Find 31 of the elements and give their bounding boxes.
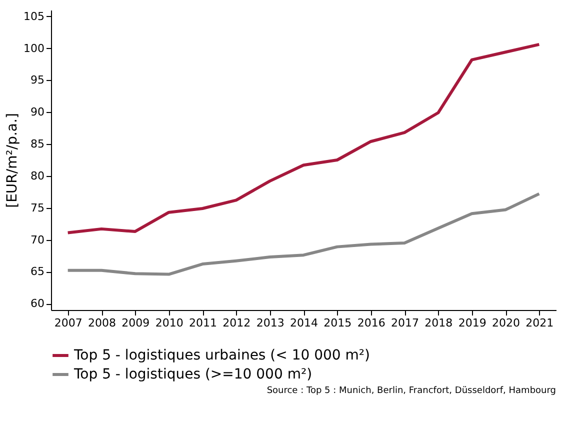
y-tick-label: 100 bbox=[24, 42, 44, 55]
source-note: Source : Top 5 : Munich, Berlin, Francfort, Düsseldorf, Hambourg bbox=[266, 386, 556, 396]
y-tick-label: 90 bbox=[30, 106, 44, 119]
y-tick-label: 105 bbox=[24, 10, 44, 23]
x-tick-label: 2015 bbox=[324, 316, 352, 330]
x-tick-label: 2011 bbox=[189, 316, 217, 330]
x-tick-label: 2014 bbox=[290, 316, 318, 330]
x-tick-label: 2012 bbox=[222, 316, 251, 330]
x-tick-label: 2008 bbox=[88, 316, 116, 330]
x-tick-label: 2009 bbox=[122, 316, 150, 330]
x-tick-label: 2017 bbox=[391, 316, 419, 330]
y-tick-label: 60 bbox=[30, 297, 44, 310]
legend-label: Top 5 - logistiques (>=10 000 m²) bbox=[73, 366, 312, 382]
x-tick-label: 2016 bbox=[357, 316, 386, 330]
y-axis-title: [EUR/m²/p.a.] bbox=[4, 113, 21, 208]
y-tick-label: 95 bbox=[30, 74, 44, 87]
x-tick-label: 2021 bbox=[526, 316, 554, 330]
x-tick-label: 2010 bbox=[155, 316, 184, 330]
y-tick-label: 70 bbox=[30, 233, 44, 246]
y-tick-label: 75 bbox=[30, 201, 44, 214]
x-tick-label: 2007 bbox=[54, 316, 82, 330]
line-series bbox=[66, 42, 541, 234]
x-tick-label: 2013 bbox=[256, 316, 284, 330]
x-tick-label: 2019 bbox=[458, 316, 486, 330]
x-tick-label: 2018 bbox=[424, 316, 453, 330]
y-tick-label: 80 bbox=[30, 169, 44, 182]
line-series bbox=[66, 192, 541, 276]
y-tick-label: 65 bbox=[30, 265, 44, 278]
x-tick-label: 2020 bbox=[492, 316, 520, 330]
legend-label: Top 5 - logistiques urbaines (< 10 000 m²) bbox=[73, 348, 370, 364]
y-tick-label: 85 bbox=[30, 138, 44, 151]
